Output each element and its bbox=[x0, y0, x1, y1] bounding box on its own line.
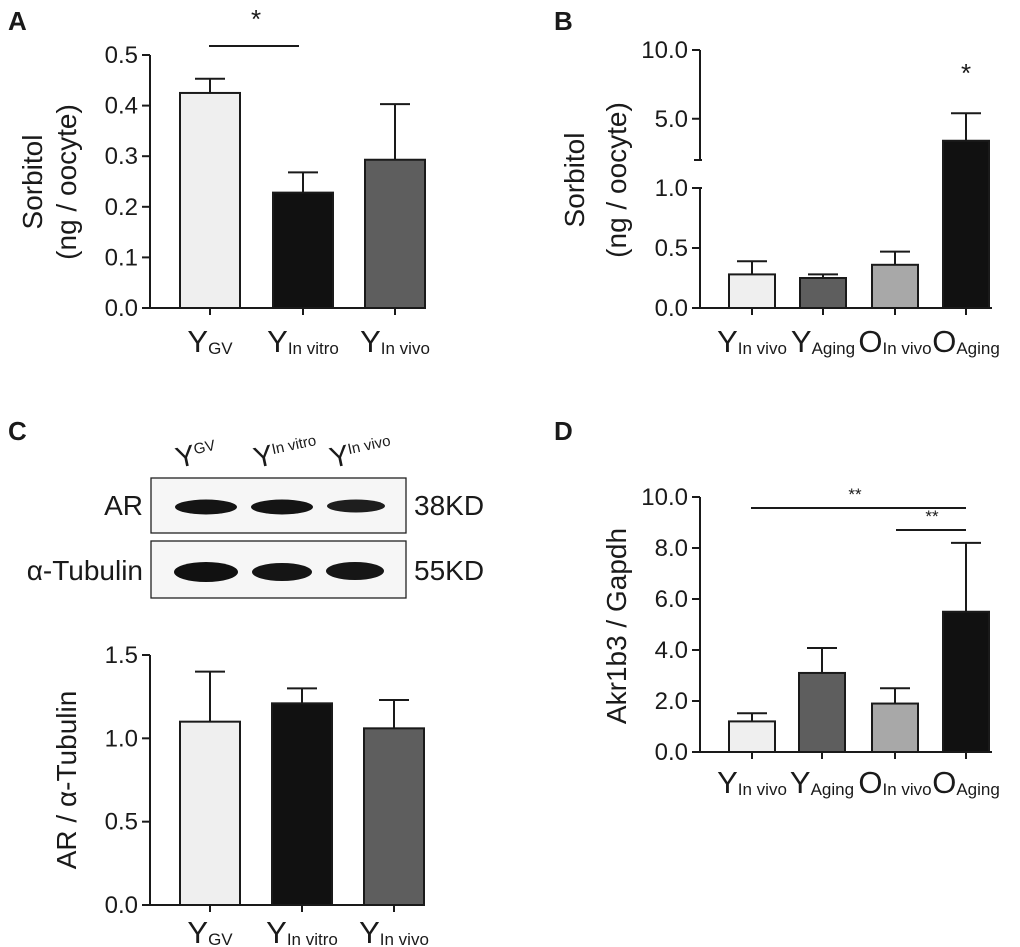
blot-lane-label-1: YGV bbox=[173, 435, 220, 475]
blot-tubulin-band-1 bbox=[174, 562, 238, 582]
svg-text:YIn vivo: YIn vivo bbox=[327, 431, 395, 475]
panel-b-ylabel-line1: Sorbitol bbox=[559, 133, 590, 228]
y-tick-label: 0.4 bbox=[105, 93, 138, 120]
panel-letter-b: B bbox=[554, 6, 573, 36]
y-tick-label: 0.2 bbox=[105, 194, 138, 221]
y-tick-label: 2.0 bbox=[655, 688, 688, 715]
blot-tubulin-band-2 bbox=[252, 563, 312, 581]
bar bbox=[364, 158, 426, 309]
x-category-label: YIn vitro bbox=[266, 915, 338, 947]
panel-letter-c: C bbox=[8, 416, 27, 446]
significance-star: * bbox=[251, 4, 261, 34]
bar bbox=[799, 277, 847, 309]
x-category-label: YAging bbox=[790, 765, 854, 800]
y-tick-label: 1.5 bbox=[105, 642, 138, 669]
x-category-label: OIn vivo bbox=[858, 765, 931, 800]
y-tick-label: 0.0 bbox=[655, 295, 688, 322]
blot-tubulin-size: 55KD bbox=[414, 555, 484, 586]
blot-ar-label: AR bbox=[104, 490, 143, 521]
x-category-label: OAging bbox=[932, 765, 1000, 800]
panel-a-ylabel-line2: (ng / oocyte) bbox=[51, 104, 82, 260]
x-category-label: YGV bbox=[187, 915, 233, 947]
panel-b-chart: 0.0 0.5 1.0 5.0 10.0 YIn vivo YAging OIn vivo OA… bbox=[641, 37, 1000, 359]
y-tick-label: 0.5 bbox=[105, 809, 138, 836]
y-tick-label: 0.3 bbox=[105, 143, 138, 170]
y-tick-label: 6.0 bbox=[655, 586, 688, 613]
svg-text:YIn vitro: YIn vitro bbox=[251, 430, 321, 475]
x-category-label: YIn vivo bbox=[717, 765, 787, 800]
y-tick-label: 4.0 bbox=[655, 637, 688, 664]
bar bbox=[871, 702, 919, 753]
blot-lane-label-3: YIn vivo bbox=[327, 431, 395, 475]
y-tick-label: 5.0 bbox=[655, 106, 688, 133]
x-category-label: YIn vitro bbox=[267, 324, 339, 359]
bar bbox=[272, 191, 334, 309]
y-tick-label: 0.1 bbox=[105, 244, 138, 271]
blot-ar-band-3 bbox=[327, 499, 385, 513]
y-tick-label: 0.5 bbox=[655, 235, 688, 262]
bar bbox=[179, 720, 241, 907]
bar bbox=[871, 263, 919, 309]
y-tick-label: 0.0 bbox=[105, 892, 138, 919]
y-tick-label: 10.0 bbox=[641, 37, 688, 64]
panel-a-ylabel-line1: Sorbitol bbox=[17, 135, 48, 230]
x-category-label: YIn vivo bbox=[360, 324, 430, 359]
bar bbox=[942, 610, 990, 753]
panel-d-chart: 0.0 2.0 4.0 6.0 8.0 10.0 YIn vivo YAging OIn viv… bbox=[641, 484, 1000, 800]
blot-lane-label-2: YIn vitro bbox=[251, 430, 321, 475]
significance-star: ** bbox=[848, 485, 862, 504]
bar bbox=[728, 720, 776, 754]
panel-d-ylabel: Akr1b3 / Gapdh bbox=[601, 528, 632, 724]
blot-tubulin-band-3 bbox=[326, 562, 384, 580]
bar bbox=[942, 139, 990, 309]
x-category-label: YIn vivo bbox=[359, 915, 429, 947]
svg-text:YGV: YGV bbox=[173, 435, 220, 475]
y-tick-label: 0.0 bbox=[105, 295, 138, 322]
panel-a-chart: 0.0 0.1 0.2 0.3 0.4 0.5 YGV YIn vitro YIn vivo * bbox=[105, 4, 430, 359]
panel-letter-a: A bbox=[8, 6, 27, 36]
bar bbox=[728, 273, 776, 309]
x-category-label: YIn vivo bbox=[717, 324, 787, 359]
significance-star: * bbox=[961, 58, 971, 88]
x-category-label: YGV bbox=[187, 324, 233, 359]
blot-ar-size: 38KD bbox=[414, 490, 484, 521]
blot-tubulin-label: α-Tubulin bbox=[27, 555, 143, 586]
panel-c-ylabel: AR / α-Tubulin bbox=[51, 691, 82, 870]
x-category-label: OAging bbox=[932, 324, 1000, 359]
x-category-label: YAging bbox=[791, 324, 855, 359]
blot-ar-band-2 bbox=[251, 499, 313, 515]
panel-b-ylabel-line2: (ng / oocyte) bbox=[601, 102, 632, 258]
x-category-label: OIn vivo bbox=[858, 324, 931, 359]
panel-c-blot: YGV YIn vitro YIn vivo AR α-Tubulin 38KD… bbox=[27, 430, 484, 599]
y-tick-label: 1.0 bbox=[105, 725, 138, 752]
y-tick-label: 0.0 bbox=[655, 739, 688, 766]
y-tick-label: 10.0 bbox=[641, 484, 688, 511]
panel-c-chart: 0.0 0.5 1.0 1.5 YGV YIn vitro YIn vivo bbox=[105, 642, 429, 947]
y-tick-label: 1.0 bbox=[655, 175, 688, 202]
bar bbox=[798, 671, 846, 754]
blot-ar-band-1 bbox=[175, 499, 237, 515]
y-tick-label: 0.5 bbox=[105, 42, 138, 69]
panel-letter-d: D bbox=[554, 416, 573, 446]
y-tick-label: 8.0 bbox=[655, 535, 688, 562]
bar bbox=[363, 727, 425, 906]
bar bbox=[271, 702, 333, 906]
bar bbox=[179, 91, 241, 309]
significance-star: ** bbox=[925, 507, 939, 526]
